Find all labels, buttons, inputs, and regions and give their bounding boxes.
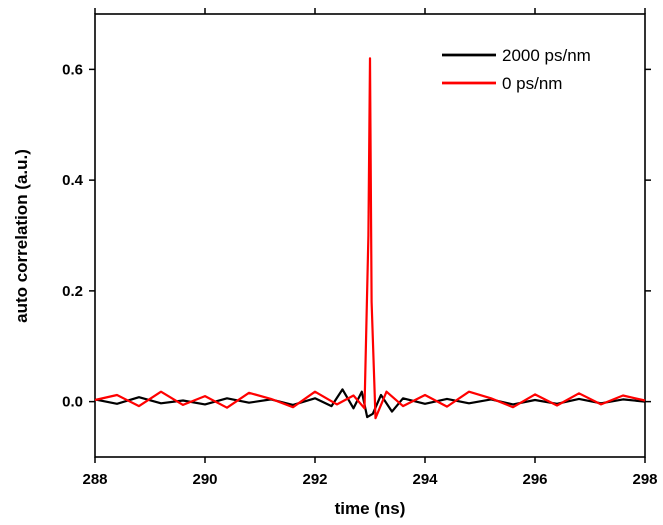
x-tick-label: 298 (632, 471, 657, 488)
x-tick-label: 290 (192, 471, 217, 488)
x-axis-label: time (ns) (335, 499, 406, 518)
plot-frame (94, 13, 646, 458)
x-tick-label: 296 (522, 471, 547, 488)
y-tick-label: 0.2 (62, 283, 83, 300)
x-tick-label: 292 (302, 471, 327, 488)
y-axis-label: auto correlation (a.u.) (12, 149, 31, 323)
y-tick-label: 0.0 (62, 394, 83, 411)
x-tick-label: 294 (412, 471, 438, 488)
x-tick-label: 288 (82, 471, 107, 488)
y-tick-label: 0.4 (62, 172, 84, 189)
legend: 2000 ps/nm 0 ps/nm (442, 46, 591, 93)
legend-label-2000-ps-nm: 2000 ps/nm (502, 46, 591, 65)
series-line-2000-ps-nm (94, 388, 646, 419)
legend-label-0-ps-nm: 0 ps/nm (502, 74, 562, 93)
series-layer (94, 57, 646, 420)
ticks-layer: 288 290 292 294 296 298 0.0 0.2 0.4 0.6 (62, 8, 658, 488)
y-tick-label: 0.6 (62, 61, 83, 78)
series-line-0-ps-nm (94, 57, 646, 420)
